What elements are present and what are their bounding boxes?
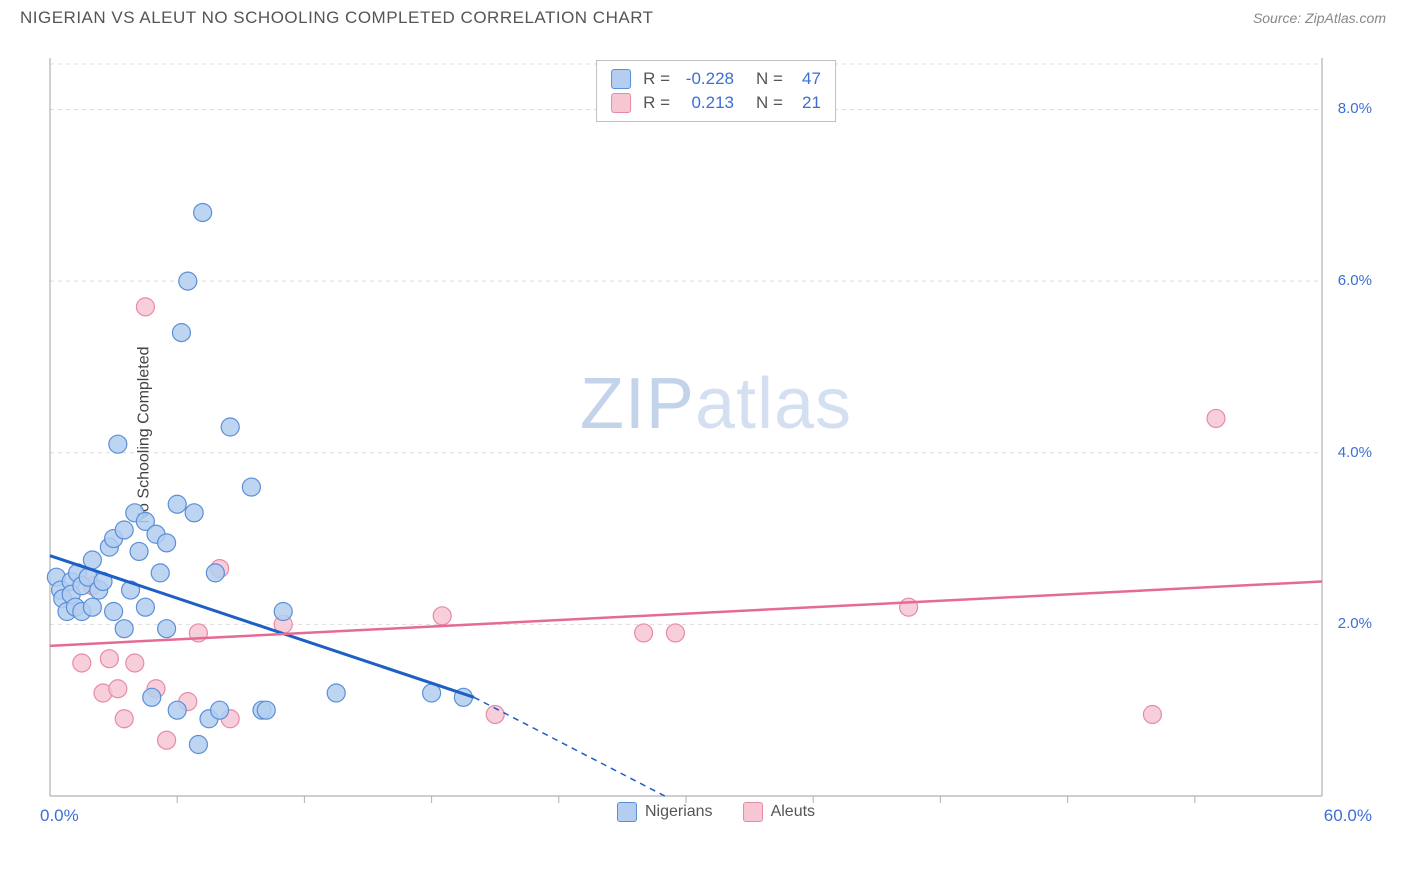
stat-n-label: N = xyxy=(756,69,783,89)
stat-r-label: R = xyxy=(643,93,670,113)
legend-swatch xyxy=(611,69,631,89)
stats-row: R = 0.213 N = 21 xyxy=(611,91,821,115)
stat-r-value: 0.213 xyxy=(678,93,734,113)
source-attribution: Source: ZipAtlas.com xyxy=(1253,10,1386,26)
y-tick-label: 2.0% xyxy=(1338,615,1372,632)
stats-row: R = -0.228 N = 47 xyxy=(611,67,821,91)
stat-n-label: N = xyxy=(756,93,783,113)
x-axis-min-label: 0.0% xyxy=(40,806,79,826)
x-axis-max-label: 60.0% xyxy=(1324,806,1372,826)
plot-area: No Schooling Completed ZIPatlas R =-0.22… xyxy=(46,50,1386,820)
source-link[interactable]: ZipAtlas.com xyxy=(1305,10,1386,26)
stat-n-value: 21 xyxy=(791,93,821,113)
y-tick-label: 8.0% xyxy=(1338,100,1372,117)
y-tick-label: 4.0% xyxy=(1338,444,1372,461)
legend-label: Aleuts xyxy=(771,803,815,821)
legend-item: Aleuts xyxy=(743,802,815,822)
stat-n-value: 47 xyxy=(791,69,821,89)
legend-swatch xyxy=(743,802,763,822)
legend-swatch xyxy=(617,802,637,822)
legend-bottom: Nigerians Aleuts xyxy=(617,802,815,822)
source-prefix: Source: xyxy=(1253,10,1305,26)
legend-label: Nigerians xyxy=(645,803,713,821)
y-tick-label: 6.0% xyxy=(1338,272,1372,289)
chart-title: NIGERIAN VS ALEUT NO SCHOOLING COMPLETED… xyxy=(20,8,654,28)
chart-svg xyxy=(46,50,1386,820)
stat-r-value: -0.228 xyxy=(678,69,734,89)
stats-legend-box: R = -0.228 N = 47 R = 0.213 N = 21 xyxy=(596,60,836,122)
stat-r-label: R = xyxy=(643,69,670,89)
legend-swatch xyxy=(611,93,631,113)
legend-item: Nigerians xyxy=(617,802,713,822)
